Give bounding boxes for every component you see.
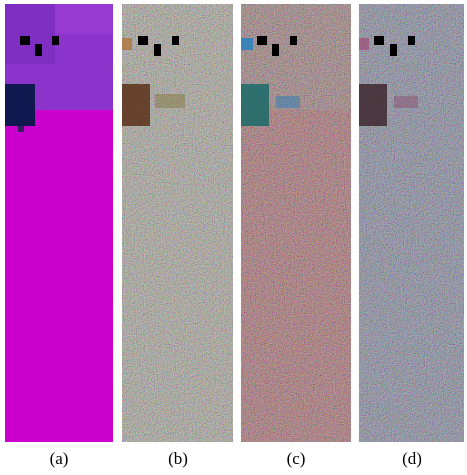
- figure: (a) (b) (c) (d): [0, 0, 467, 475]
- caption: (a): [50, 449, 69, 468]
- region: [155, 94, 185, 108]
- region: [276, 96, 300, 108]
- caption: (d): [402, 449, 422, 468]
- dark-block: [359, 84, 387, 126]
- black-square: [272, 44, 279, 56]
- black-square: [374, 36, 384, 45]
- dark-square: [18, 126, 24, 132]
- dark-block: [241, 84, 269, 126]
- black-square: [138, 36, 148, 45]
- dark-block: [122, 84, 150, 126]
- black-square: [290, 36, 297, 45]
- region: [122, 38, 132, 50]
- region: [359, 38, 369, 50]
- black-square: [20, 36, 30, 45]
- panel-a: [5, 4, 113, 442]
- black-square: [257, 36, 267, 45]
- black-square: [35, 44, 42, 56]
- black-square: [408, 36, 415, 45]
- texture: [359, 4, 464, 442]
- panel-b: [122, 4, 233, 442]
- black-square: [172, 36, 179, 45]
- black-square: [154, 44, 161, 56]
- region: [241, 38, 253, 50]
- panel-c: [241, 4, 351, 442]
- texture: [122, 4, 233, 442]
- dark-block: [5, 84, 35, 126]
- black-square: [390, 44, 397, 56]
- caption: (c): [287, 449, 306, 468]
- texture: [241, 4, 351, 442]
- region: [394, 96, 418, 108]
- caption: (b): [168, 449, 188, 468]
- panel-d: [359, 4, 464, 442]
- black-square: [52, 36, 59, 45]
